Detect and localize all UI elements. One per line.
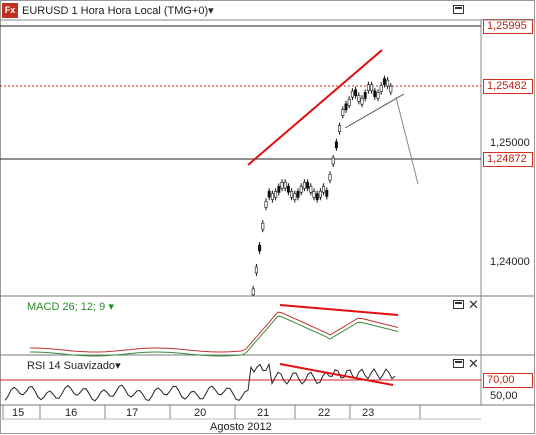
candle-body xyxy=(382,78,386,85)
candle-body xyxy=(341,109,345,116)
candle-body xyxy=(363,92,367,99)
candle-body xyxy=(373,90,377,98)
candle-body xyxy=(315,193,319,200)
candle-body xyxy=(344,103,348,111)
candle-body xyxy=(366,84,370,92)
rsi-level-70: 70,00 xyxy=(483,373,533,388)
rsi-dropdown-icon[interactable]: ▾ xyxy=(115,360,121,372)
time-ticks xyxy=(2,405,421,419)
candle-body xyxy=(354,89,358,96)
candle-body xyxy=(360,97,364,105)
rsi-close-icon[interactable]: ✕ xyxy=(468,356,479,371)
candle-body xyxy=(283,181,287,189)
macd-dropdown-icon[interactable]: ▾ xyxy=(108,301,114,313)
candle-body xyxy=(318,190,322,198)
minimize-icon[interactable] xyxy=(453,5,464,14)
candle-body xyxy=(347,99,351,106)
candle-body xyxy=(306,181,310,189)
day-label: 21 xyxy=(257,407,270,419)
candle-body xyxy=(302,181,306,189)
trendline-rising xyxy=(247,49,383,166)
candle-body xyxy=(261,222,265,230)
candle-body xyxy=(357,95,361,102)
candle-body xyxy=(389,85,393,93)
candle-body xyxy=(325,190,329,197)
rsi-line xyxy=(4,362,396,402)
candle-body xyxy=(309,185,313,193)
macd-signal-line xyxy=(30,315,399,357)
candle-body xyxy=(274,191,278,198)
macd-close-icon[interactable]: ✕ xyxy=(468,297,479,312)
price-label-1-24000: 1,24000 xyxy=(490,256,530,268)
candle-body xyxy=(331,157,335,165)
candle-body xyxy=(251,288,255,296)
rsi-label[interactable]: RSI 14 Suavizado▾ xyxy=(27,360,121,372)
candle-body xyxy=(299,186,303,193)
day-label: 15 xyxy=(12,407,25,419)
candle-body xyxy=(280,181,284,189)
price-label-1-25000: 1,25000 xyxy=(490,137,530,149)
candle-body xyxy=(267,190,271,198)
candle-body xyxy=(258,244,262,252)
rsi-maximize-icon[interactable] xyxy=(453,359,464,368)
price-box-support: 1,24872 xyxy=(483,152,533,167)
candle-body xyxy=(334,141,338,149)
macd-line xyxy=(30,311,399,353)
candle-body xyxy=(328,173,332,181)
candle-body xyxy=(338,125,342,132)
rsi-divergence-line xyxy=(279,363,394,386)
candle-body xyxy=(286,185,290,193)
day-label: 20 xyxy=(194,407,207,419)
candle-body xyxy=(290,190,294,198)
trendline-projection xyxy=(395,96,419,185)
day-label: 22 xyxy=(318,407,331,419)
trendline-wedge xyxy=(344,93,405,129)
candle-body xyxy=(277,186,281,193)
candle-body xyxy=(370,84,374,92)
day-label: 16 xyxy=(65,407,78,419)
title-dropdown-icon[interactable]: ▾ xyxy=(208,5,214,17)
candle-body xyxy=(296,191,300,198)
candle-body xyxy=(350,90,354,98)
candle-body xyxy=(376,91,380,99)
candle-body xyxy=(322,185,326,193)
month-label: Agosto 2012 xyxy=(210,421,272,433)
day-label: 17 xyxy=(126,407,139,419)
candle-body xyxy=(270,193,274,200)
macd-divergence-line xyxy=(279,304,399,316)
macd-maximize-icon[interactable] xyxy=(453,300,464,309)
price-box-current: 1,25482 xyxy=(483,79,533,94)
rsi-level-50: 50,00 xyxy=(490,390,518,402)
candle-body xyxy=(379,85,383,92)
day-label: 23 xyxy=(362,407,375,419)
candles xyxy=(251,75,393,296)
candle-body xyxy=(254,266,258,274)
candle-body xyxy=(293,193,297,200)
candle-body xyxy=(264,200,268,208)
macd-label[interactable]: MACD 26; 12; 9 ▾ xyxy=(27,301,114,313)
candle-body xyxy=(312,191,316,198)
price-box-high: 1,25995 xyxy=(483,19,533,34)
fx-logo-icon[interactable]: Fx xyxy=(2,3,18,18)
symbol-title[interactable]: EURUSD 1 Hora Hora Local (TMG+0)▾ xyxy=(22,5,214,17)
candle-body xyxy=(386,79,390,87)
